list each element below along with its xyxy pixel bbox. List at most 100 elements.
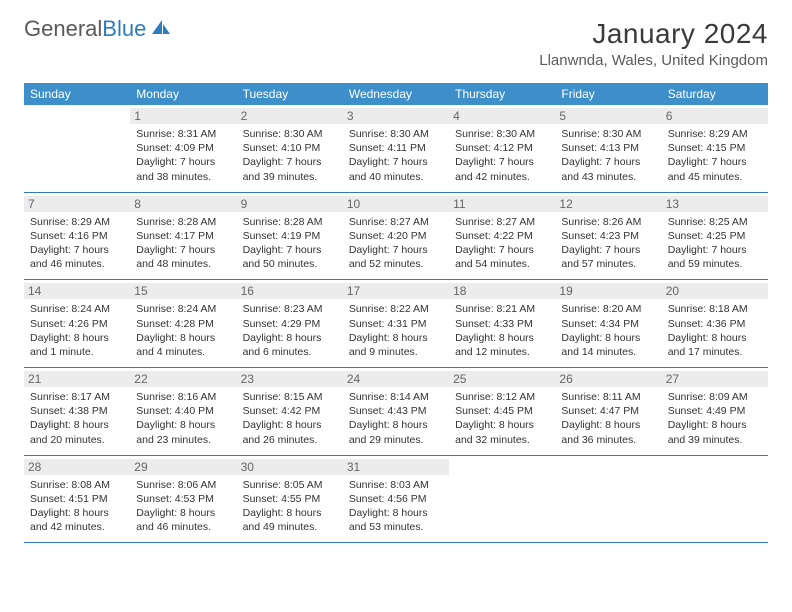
day-details: Sunrise: 8:24 AMSunset: 4:26 PMDaylight:…: [30, 302, 124, 359]
calendar-cell: 28 Sunrise: 8:08 AMSunset: 4:51 PMDayligh…: [24, 455, 130, 543]
calendar-cell-empty: [449, 455, 555, 543]
day-number: 1: [130, 108, 236, 124]
day-details: Sunrise: 8:14 AMSunset: 4:43 PMDaylight:…: [349, 390, 443, 447]
calendar-body: 1Sunrise: 8:31 AMSunset: 4:09 PMDaylight…: [24, 105, 768, 543]
day-number: 7: [24, 196, 130, 212]
day-details: Sunrise: 8:29 AMSunset: 4:15 PMDaylight:…: [668, 127, 762, 184]
calendar-cell: 17Sunrise: 8:22 AMSunset: 4:31 PMDayligh…: [343, 280, 449, 368]
calendar-cell: 19 Sunrise: 8:20 AMSunset: 4:34 PMDayligh…: [555, 280, 661, 368]
sail-icon: [150, 18, 172, 40]
weekday-header: Friday: [555, 83, 661, 105]
day-number: 28: [24, 459, 130, 475]
calendar-cell: 13 Sunrise: 8:25 AMSunset: 4:25 PMDayligh…: [662, 192, 768, 280]
day-details: Sunrise: 8:17 AMSunset: 4:38 PMDaylight:…: [30, 390, 124, 447]
day-number: 17: [343, 283, 449, 299]
calendar-cell: 30 Sunrise: 8:05 AMSunset: 4:55 PMDayligh…: [237, 455, 343, 543]
calendar-row: 14 Sunrise: 8:24 AMSunset: 4:26 PMDayligh…: [24, 280, 768, 368]
day-details: Sunrise: 8:30 AMSunset: 4:11 PMDaylight:…: [349, 127, 443, 184]
calendar-cell: 5 Sunrise: 8:30 AMSunset: 4:13 PMDaylight…: [555, 105, 661, 192]
calendar-cell-empty: [555, 455, 661, 543]
day-details: Sunrise: 8:25 AMSunset: 4:25 PMDaylight:…: [668, 215, 762, 272]
day-number: 6: [662, 108, 768, 124]
day-number: 23: [237, 371, 343, 387]
weekday-header: Saturday: [662, 83, 768, 105]
day-details: Sunrise: 8:28 AMSunset: 4:17 PMDaylight:…: [136, 215, 230, 272]
calendar-cell: 2 Sunrise: 8:30 AMSunset: 4:10 PMDaylight…: [237, 105, 343, 192]
day-number: 20: [662, 283, 768, 299]
logo-text-blue: Blue: [102, 18, 146, 40]
calendar-cell: 16Sunrise: 8:23 AMSunset: 4:29 PMDayligh…: [237, 280, 343, 368]
day-number: 3: [343, 108, 449, 124]
weekday-header-row: SundayMondayTuesdayWednesdayThursdayFrid…: [24, 83, 768, 105]
calendar-cell-empty: [24, 105, 130, 192]
day-details: Sunrise: 8:27 AMSunset: 4:20 PMDaylight:…: [349, 215, 443, 272]
calendar-cell: 14 Sunrise: 8:24 AMSunset: 4:26 PMDayligh…: [24, 280, 130, 368]
day-details: Sunrise: 8:27 AMSunset: 4:22 PMDaylight:…: [455, 215, 549, 272]
day-details: Sunrise: 8:28 AMSunset: 4:19 PMDaylight:…: [243, 215, 337, 272]
day-details: Sunrise: 8:15 AMSunset: 4:42 PMDaylight:…: [243, 390, 337, 447]
calendar-cell: 25Sunrise: 8:12 AMSunset: 4:45 PMDayligh…: [449, 368, 555, 456]
weekday-header: Wednesday: [343, 83, 449, 105]
calendar-cell: 11Sunrise: 8:27 AMSunset: 4:22 PMDayligh…: [449, 192, 555, 280]
calendar-cell: 21 Sunrise: 8:17 AMSunset: 4:38 PMDayligh…: [24, 368, 130, 456]
calendar-cell: 12 Sunrise: 8:26 AMSunset: 4:23 PMDayligh…: [555, 192, 661, 280]
calendar-cell: 7Sunrise: 8:29 AMSunset: 4:16 PMDaylight…: [24, 192, 130, 280]
logo-text-general: General: [24, 18, 102, 40]
calendar-row: 7Sunrise: 8:29 AMSunset: 4:16 PMDaylight…: [24, 192, 768, 280]
day-details: Sunrise: 8:12 AMSunset: 4:45 PMDaylight:…: [455, 390, 549, 447]
day-number: 14: [24, 283, 130, 299]
calendar-cell: 9 Sunrise: 8:28 AMSunset: 4:19 PMDaylight…: [237, 192, 343, 280]
day-details: Sunrise: 8:05 AMSunset: 4:55 PMDaylight:…: [243, 478, 337, 535]
day-number: 9: [237, 196, 343, 212]
day-number: 10: [343, 196, 449, 212]
day-number: 21: [24, 371, 130, 387]
day-details: Sunrise: 8:09 AMSunset: 4:49 PMDaylight:…: [668, 390, 762, 447]
day-number: 30: [237, 459, 343, 475]
day-number: 24: [343, 371, 449, 387]
location: Llanwnda, Wales, United Kingdom: [539, 52, 768, 69]
calendar-cell: 20 Sunrise: 8:18 AMSunset: 4:36 PMDayligh…: [662, 280, 768, 368]
day-number: 15: [130, 283, 236, 299]
day-number: 13: [662, 196, 768, 212]
day-number: 19: [555, 283, 661, 299]
day-number: 31: [343, 459, 449, 475]
month-title: January 2024: [539, 18, 768, 50]
day-details: Sunrise: 8:23 AMSunset: 4:29 PMDaylight:…: [243, 302, 337, 359]
calendar-cell: 4 Sunrise: 8:30 AMSunset: 4:12 PMDaylight…: [449, 105, 555, 192]
day-number: 8: [130, 196, 236, 212]
weekday-header: Sunday: [24, 83, 130, 105]
calendar-cell: 22Sunrise: 8:16 AMSunset: 4:40 PMDayligh…: [130, 368, 236, 456]
logo: GeneralBlue: [24, 18, 172, 40]
day-number: 2: [237, 108, 343, 124]
calendar-cell: 31Sunrise: 8:03 AMSunset: 4:56 PMDayligh…: [343, 455, 449, 543]
calendar-cell: 27 Sunrise: 8:09 AMSunset: 4:49 PMDayligh…: [662, 368, 768, 456]
calendar-cell: 24 Sunrise: 8:14 AMSunset: 4:43 PMDayligh…: [343, 368, 449, 456]
weekday-header: Thursday: [449, 83, 555, 105]
calendar-row: 28 Sunrise: 8:08 AMSunset: 4:51 PMDayligh…: [24, 455, 768, 543]
day-details: Sunrise: 8:30 AMSunset: 4:12 PMDaylight:…: [455, 127, 549, 184]
day-details: Sunrise: 8:26 AMSunset: 4:23 PMDaylight:…: [561, 215, 655, 272]
day-details: Sunrise: 8:30 AMSunset: 4:10 PMDaylight:…: [243, 127, 337, 184]
calendar-cell: 15Sunrise: 8:24 AMSunset: 4:28 PMDayligh…: [130, 280, 236, 368]
day-number: 26: [555, 371, 661, 387]
calendar-row: 1Sunrise: 8:31 AMSunset: 4:09 PMDaylight…: [24, 105, 768, 192]
day-details: Sunrise: 8:20 AMSunset: 4:34 PMDaylight:…: [561, 302, 655, 359]
calendar-cell-empty: [662, 455, 768, 543]
calendar-table: SundayMondayTuesdayWednesdayThursdayFrid…: [24, 83, 768, 543]
header: GeneralBlue January 2024 Llanwnda, Wales…: [24, 18, 768, 69]
day-number: 5: [555, 108, 661, 124]
day-number: 12: [555, 196, 661, 212]
day-number: 4: [449, 108, 555, 124]
day-number: 18: [449, 283, 555, 299]
calendar-cell: 8 Sunrise: 8:28 AMSunset: 4:17 PMDaylight…: [130, 192, 236, 280]
day-number: 27: [662, 371, 768, 387]
weekday-header: Tuesday: [237, 83, 343, 105]
day-details: Sunrise: 8:18 AMSunset: 4:36 PMDaylight:…: [668, 302, 762, 359]
calendar-cell: 18Sunrise: 8:21 AMSunset: 4:33 PMDayligh…: [449, 280, 555, 368]
weekday-header: Monday: [130, 83, 236, 105]
calendar-cell: 23 Sunrise: 8:15 AMSunset: 4:42 PMDayligh…: [237, 368, 343, 456]
day-details: Sunrise: 8:08 AMSunset: 4:51 PMDaylight:…: [30, 478, 124, 535]
day-details: Sunrise: 8:30 AMSunset: 4:13 PMDaylight:…: [561, 127, 655, 184]
day-details: Sunrise: 8:16 AMSunset: 4:40 PMDaylight:…: [136, 390, 230, 447]
day-number: 29: [130, 459, 236, 475]
